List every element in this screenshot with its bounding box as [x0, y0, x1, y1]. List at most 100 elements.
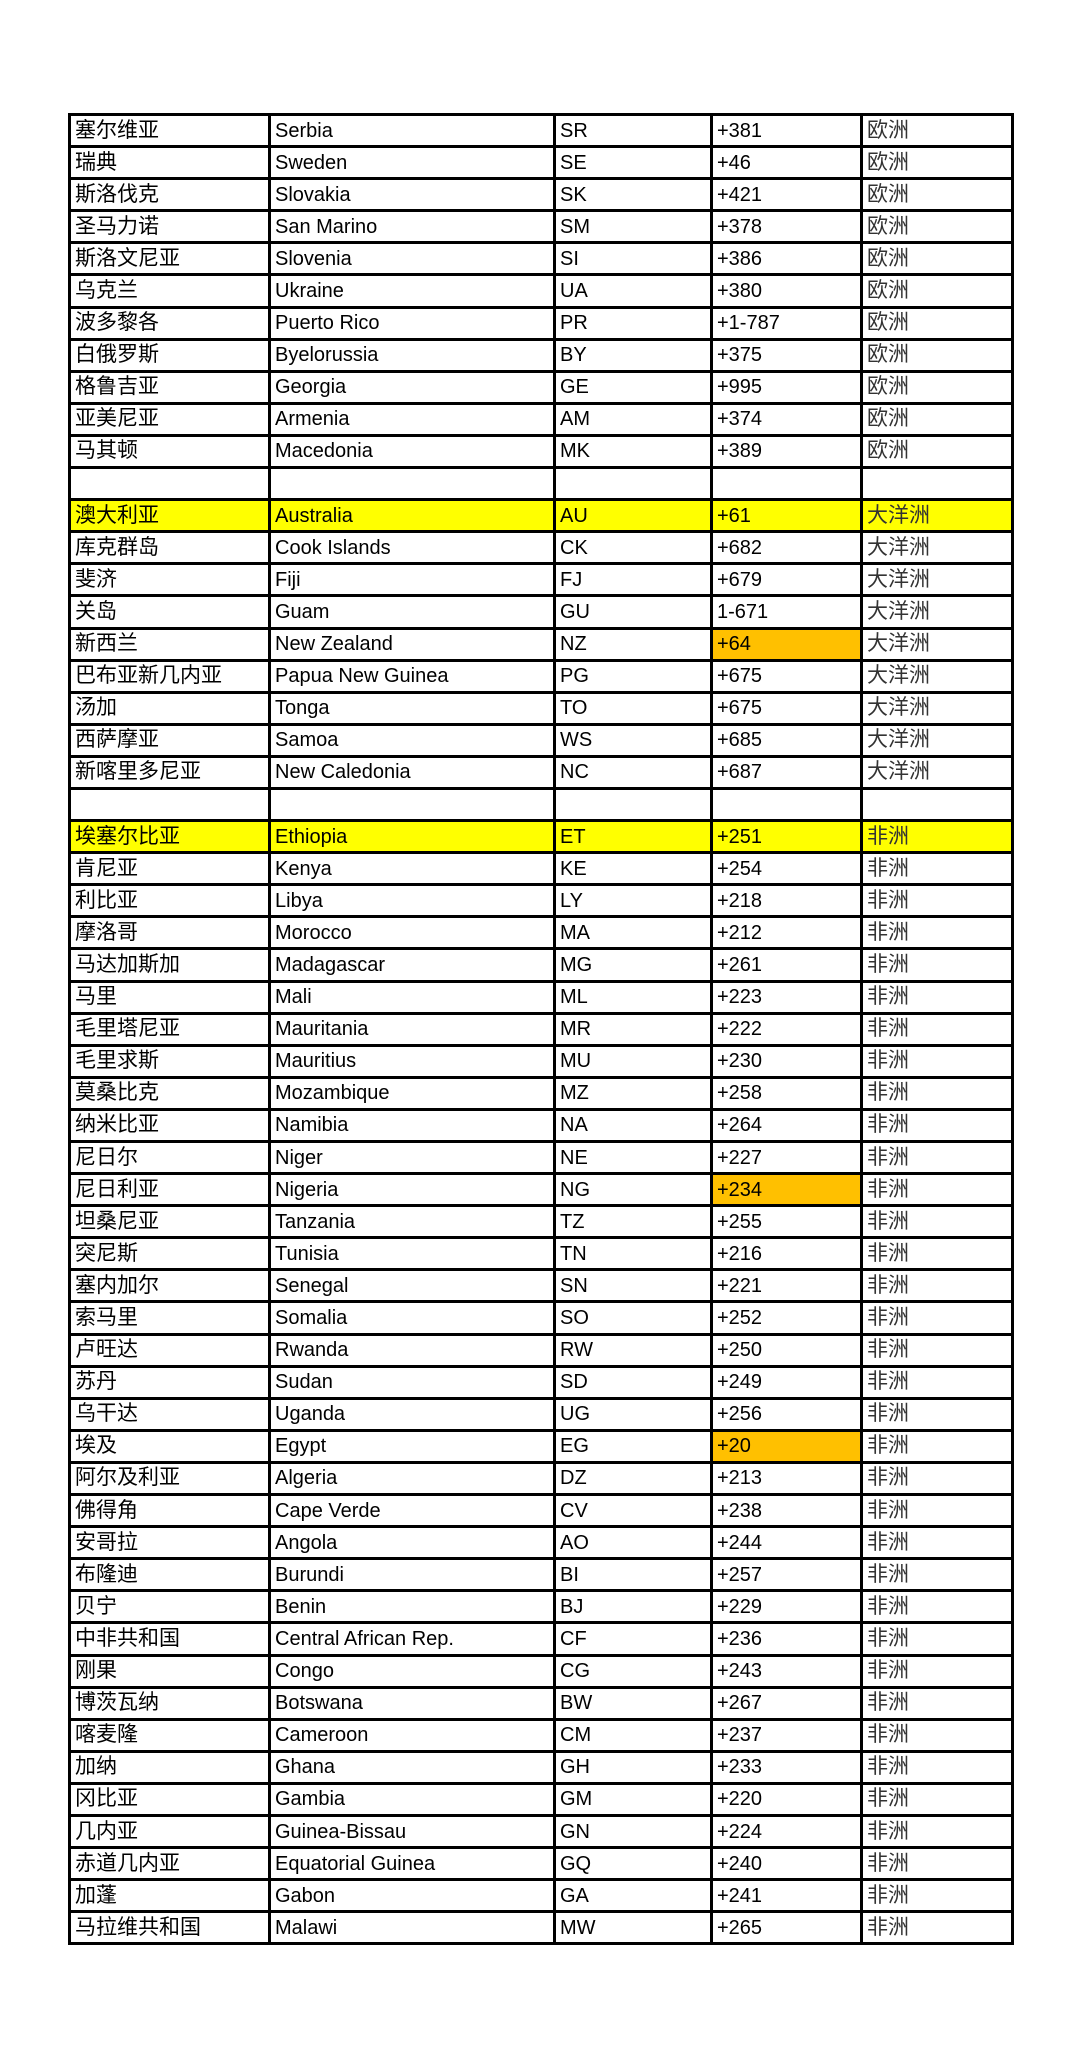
country-code-cell: NA	[553, 1107, 713, 1144]
country-code-cell: LY	[553, 883, 713, 919]
table-row: 摩洛哥 Morocco MA +212 非洲	[68, 915, 1014, 951]
country-code-cell: KE	[553, 851, 713, 887]
chinese-name-cell: 马其顿	[68, 433, 271, 470]
english-name-cell: Guinea-Bissau	[268, 1813, 556, 1850]
country-code-cell: NG	[553, 1172, 713, 1208]
table-row: 突尼斯 Tunisia TN +216 非洲	[68, 1236, 1014, 1272]
table-row: 澳大利亚 Australia AU +61 大洋洲	[68, 498, 1014, 534]
continent-cell: 大洋洲	[860, 594, 1014, 630]
continent-cell: 非洲	[860, 1557, 1014, 1593]
table-row: 索马里 Somalia SO +252 非洲	[68, 1300, 1014, 1336]
english-name-cell: Malawi	[268, 1910, 556, 1946]
dial-code-cell: +236	[710, 1621, 863, 1657]
continent-cell: 非洲	[860, 1043, 1014, 1079]
dial-code-cell: +679	[710, 562, 863, 598]
chinese-name-cell: 澳大利亚	[68, 498, 271, 534]
chinese-name-cell: 博茨瓦纳	[68, 1685, 271, 1721]
table-row: 利比亚 Libya LY +218 非洲	[68, 883, 1014, 919]
dial-code-cell: +237	[710, 1717, 863, 1753]
table-row: 尼日利亚 Nigeria NG +234 非洲	[68, 1172, 1014, 1208]
table-row: 刚果 Congo CG +243 非洲	[68, 1653, 1014, 1689]
country-code-cell: MA	[553, 915, 713, 951]
chinese-name-cell: 阿尔及利亚	[68, 1460, 271, 1497]
chinese-name-cell: 西萨摩亚	[68, 722, 271, 758]
continent-cell: 非洲	[860, 883, 1014, 919]
continent-cell: 大洋洲	[860, 658, 1014, 694]
table-row: 赤道几内亚 Equatorial Guinea GQ +240 非洲	[68, 1846, 1014, 1882]
continent-cell: 非洲	[860, 1813, 1014, 1850]
country-code-cell: SR	[553, 112, 713, 149]
country-code-cell: GM	[553, 1781, 713, 1817]
dial-code-cell: +374	[710, 401, 863, 437]
chinese-name-cell: 几内亚	[68, 1813, 271, 1850]
continent-cell: 非洲	[860, 1910, 1014, 1946]
continent-cell: 非洲	[860, 1236, 1014, 1272]
continent-cell: 非洲	[860, 979, 1014, 1015]
country-code-cell: PG	[553, 658, 713, 694]
continent-cell: 非洲	[860, 1332, 1014, 1368]
country-code-cell: BI	[553, 1557, 713, 1593]
dial-code-cell: +378	[710, 209, 863, 245]
dial-code-cell: +234	[710, 1172, 863, 1208]
english-name-cell: Egypt	[268, 1428, 556, 1464]
english-name-cell: Slovakia	[268, 177, 556, 213]
table-row: 乌克兰 Ukraine UA +380 欧洲	[68, 273, 1014, 309]
country-code-cell: SN	[553, 1268, 713, 1304]
continent-cell: 大洋洲	[860, 690, 1014, 726]
country-code-cell: SM	[553, 209, 713, 245]
chinese-name-cell: 新喀里多尼亚	[68, 754, 271, 790]
english-name-cell: Somalia	[268, 1300, 556, 1336]
english-name-cell: Australia	[268, 498, 556, 534]
english-name-cell: Mauritius	[268, 1043, 556, 1079]
table-row: 西萨摩亚 Samoa WS +685 大洋洲	[68, 722, 1014, 758]
english-name-cell: Slovenia	[268, 241, 556, 277]
english-name-cell: Benin	[268, 1589, 556, 1625]
dial-code-cell: +20	[710, 1428, 863, 1464]
english-name-cell: Mauritania	[268, 1011, 556, 1047]
continent-cell: 非洲	[860, 1364, 1014, 1400]
dial-code-cell: +685	[710, 722, 863, 758]
continent-cell: 非洲	[860, 1204, 1014, 1240]
table-row: 埃塞尔比亚 Ethiopia ET +251 非洲	[68, 819, 1014, 855]
continent-cell: 非洲	[860, 1300, 1014, 1336]
english-name-cell: Cook Islands	[268, 530, 556, 566]
dial-code-cell: +238	[710, 1493, 863, 1529]
country-code-cell: BJ	[553, 1589, 713, 1625]
english-name-cell: Morocco	[268, 915, 556, 951]
country-code-cell: NC	[553, 754, 713, 790]
dial-code-cell: +251	[710, 819, 863, 855]
continent-cell: 非洲	[860, 1717, 1014, 1753]
country-code-cell: FJ	[553, 562, 713, 598]
country-code-cell: RW	[553, 1332, 713, 1368]
english-name-cell	[268, 466, 556, 502]
chinese-name-cell: 瑞典	[68, 145, 271, 181]
chinese-name-cell: 中非共和国	[68, 1621, 271, 1657]
chinese-name-cell	[68, 786, 271, 823]
dial-code-cell: +675	[710, 690, 863, 726]
country-code-cell: PR	[553, 305, 713, 341]
english-name-cell: Mali	[268, 979, 556, 1015]
chinese-name-cell: 圣马力诺	[68, 209, 271, 245]
dial-code-cell: +243	[710, 1653, 863, 1689]
continent-cell: 非洲	[860, 1139, 1014, 1176]
continent-cell: 欧洲	[860, 433, 1014, 470]
table-row: 乌干达 Uganda UG +256 非洲	[68, 1396, 1014, 1432]
country-code-cell: MK	[553, 433, 713, 470]
dial-code-cell: +223	[710, 979, 863, 1015]
english-name-cell: Kenya	[268, 851, 556, 887]
chinese-name-cell: 加纳	[68, 1749, 271, 1785]
dial-code-cell: +675	[710, 658, 863, 694]
chinese-name-cell: 刚果	[68, 1653, 271, 1689]
country-code-cell: EG	[553, 1428, 713, 1464]
continent-cell: 非洲	[860, 851, 1014, 887]
dial-code-cell: +227	[710, 1139, 863, 1176]
english-name-cell: Cape Verde	[268, 1493, 556, 1529]
english-name-cell: Gambia	[268, 1781, 556, 1817]
country-code-cell: GA	[553, 1878, 713, 1914]
dial-code-cell: +241	[710, 1878, 863, 1914]
dial-code-cell: +386	[710, 241, 863, 277]
continent-cell: 非洲	[860, 819, 1014, 855]
dial-code-cell: +264	[710, 1107, 863, 1144]
english-name-cell: Niger	[268, 1139, 556, 1176]
english-name-cell: Samoa	[268, 722, 556, 758]
